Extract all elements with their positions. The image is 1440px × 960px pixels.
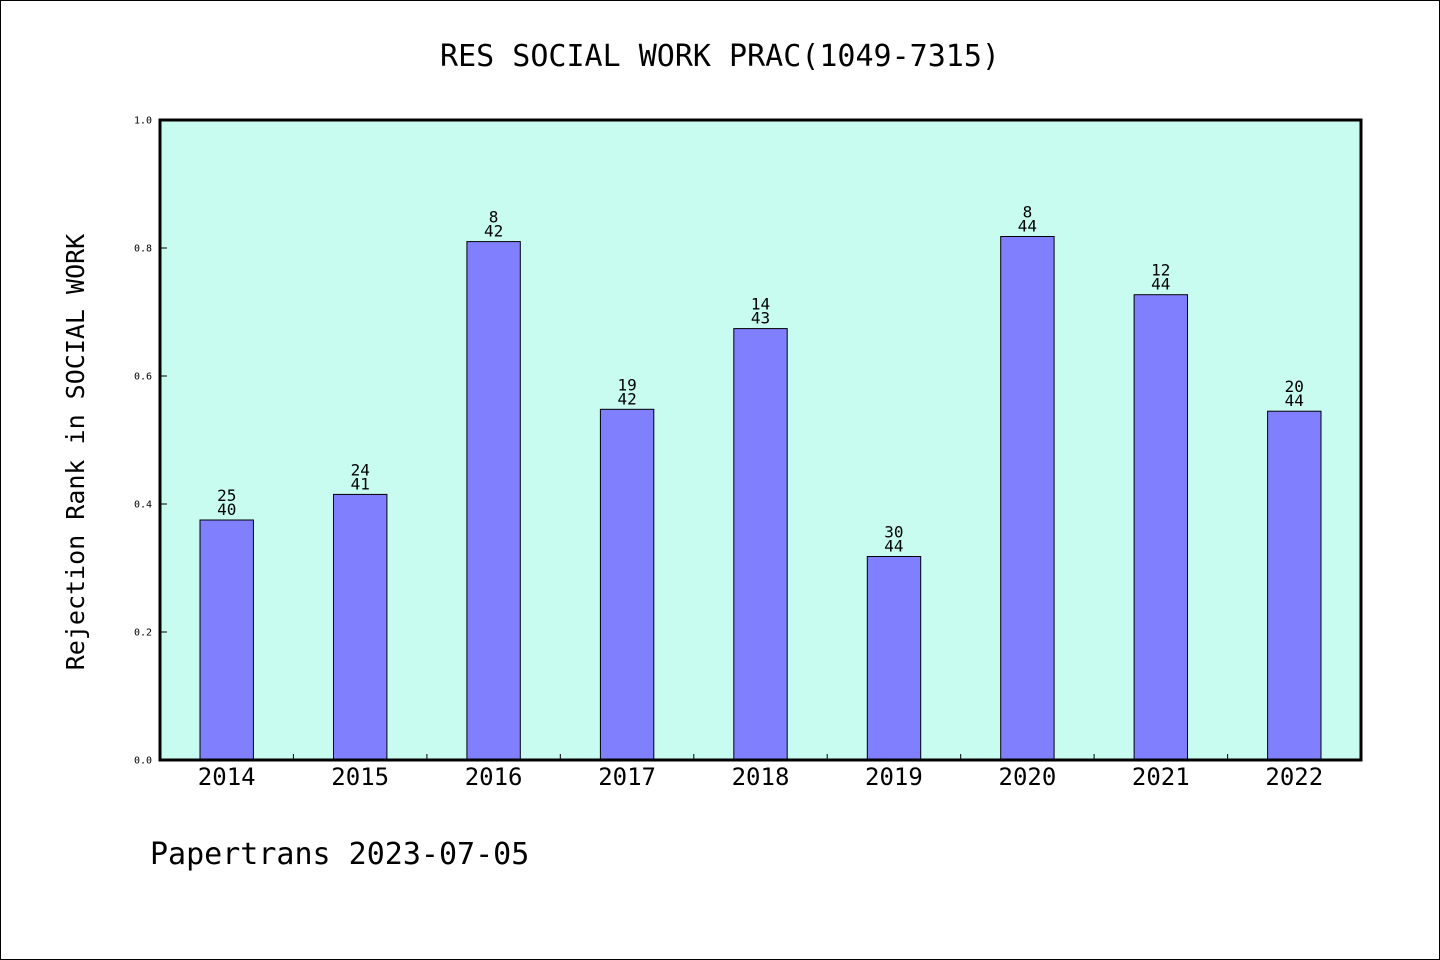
bar-2014 (199, 519, 254, 761)
x-tick-label-2017: 2017 (598, 763, 656, 791)
bar-rank-label-2015: 24 (351, 460, 370, 479)
bar-2016 (466, 241, 521, 761)
bar-2019 (866, 556, 922, 761)
y-tick-label-0.4: 0.4 (134, 500, 152, 511)
y-tick-label-0.0: 0.0 (134, 756, 152, 767)
bar-2015 (333, 493, 388, 761)
x-tick-label-2018: 2018 (732, 763, 790, 791)
y-tick-label-0.6: 0.6 (134, 372, 152, 383)
bar-total-label-2020: 44 (1018, 217, 1037, 236)
x-tick-label-2020: 2020 (999, 763, 1057, 791)
bar-total-label-2015: 41 (351, 474, 370, 493)
x-tick-label-2019: 2019 (865, 763, 923, 791)
bars (199, 236, 1322, 761)
x-tick-label-2015: 2015 (331, 763, 389, 791)
x-tick-label-2016: 2016 (465, 763, 523, 791)
bar-total-label-2017: 42 (617, 389, 636, 408)
x-tick-label-2014: 2014 (198, 763, 256, 791)
x-tick-label-2021: 2021 (1132, 763, 1190, 791)
bar-2021 (1133, 294, 1188, 761)
bar-2018 (733, 328, 788, 761)
bar-rank-label-2017: 19 (617, 375, 636, 394)
bar-total-label-2021: 44 (1151, 275, 1170, 294)
bar-total-label-2019: 44 (884, 537, 903, 556)
bar-rank-label-2014: 25 (217, 486, 236, 505)
y-tick-label-1.0: 1.0 (134, 116, 152, 127)
bar-total-label-2014: 40 (217, 500, 236, 519)
y-tick-label-0.2: 0.2 (134, 628, 152, 639)
bar-rank-label-2016: 8 (489, 208, 499, 227)
bar-total-label-2022: 44 (1285, 391, 1304, 410)
bar-2020 (1000, 236, 1055, 761)
plot-frame (158, 118, 1363, 762)
bar-rank-label-2019: 30 (884, 523, 903, 542)
x-axis: 2014 2015 2016 2017 2018 2019 2020 2021 2022 (198, 754, 1323, 791)
bar-total-label-2018: 43 (751, 309, 770, 328)
bar-2017 (599, 408, 655, 761)
bar-rank-label-2020: 8 (1023, 203, 1033, 222)
bar-rank-label-2021: 12 (1151, 261, 1170, 280)
bar-total-label-2016: 42 (484, 222, 503, 241)
y-tick-label-0.8: 0.8 (134, 244, 152, 255)
x-tick-label-2022: 2022 (1265, 763, 1323, 791)
y-axis-label: Rejection Rank in SOCIAL WORK (61, 234, 90, 671)
footer-credit: Papertrans 2023-07-05 (150, 837, 529, 872)
bar-rank-label-2018: 14 (751, 295, 770, 314)
bar-2022 (1267, 410, 1322, 761)
bar-rank-label-2022: 20 (1285, 377, 1304, 396)
chart-title: RES SOCIAL WORK PRAC(1049-7315) (440, 39, 1000, 74)
